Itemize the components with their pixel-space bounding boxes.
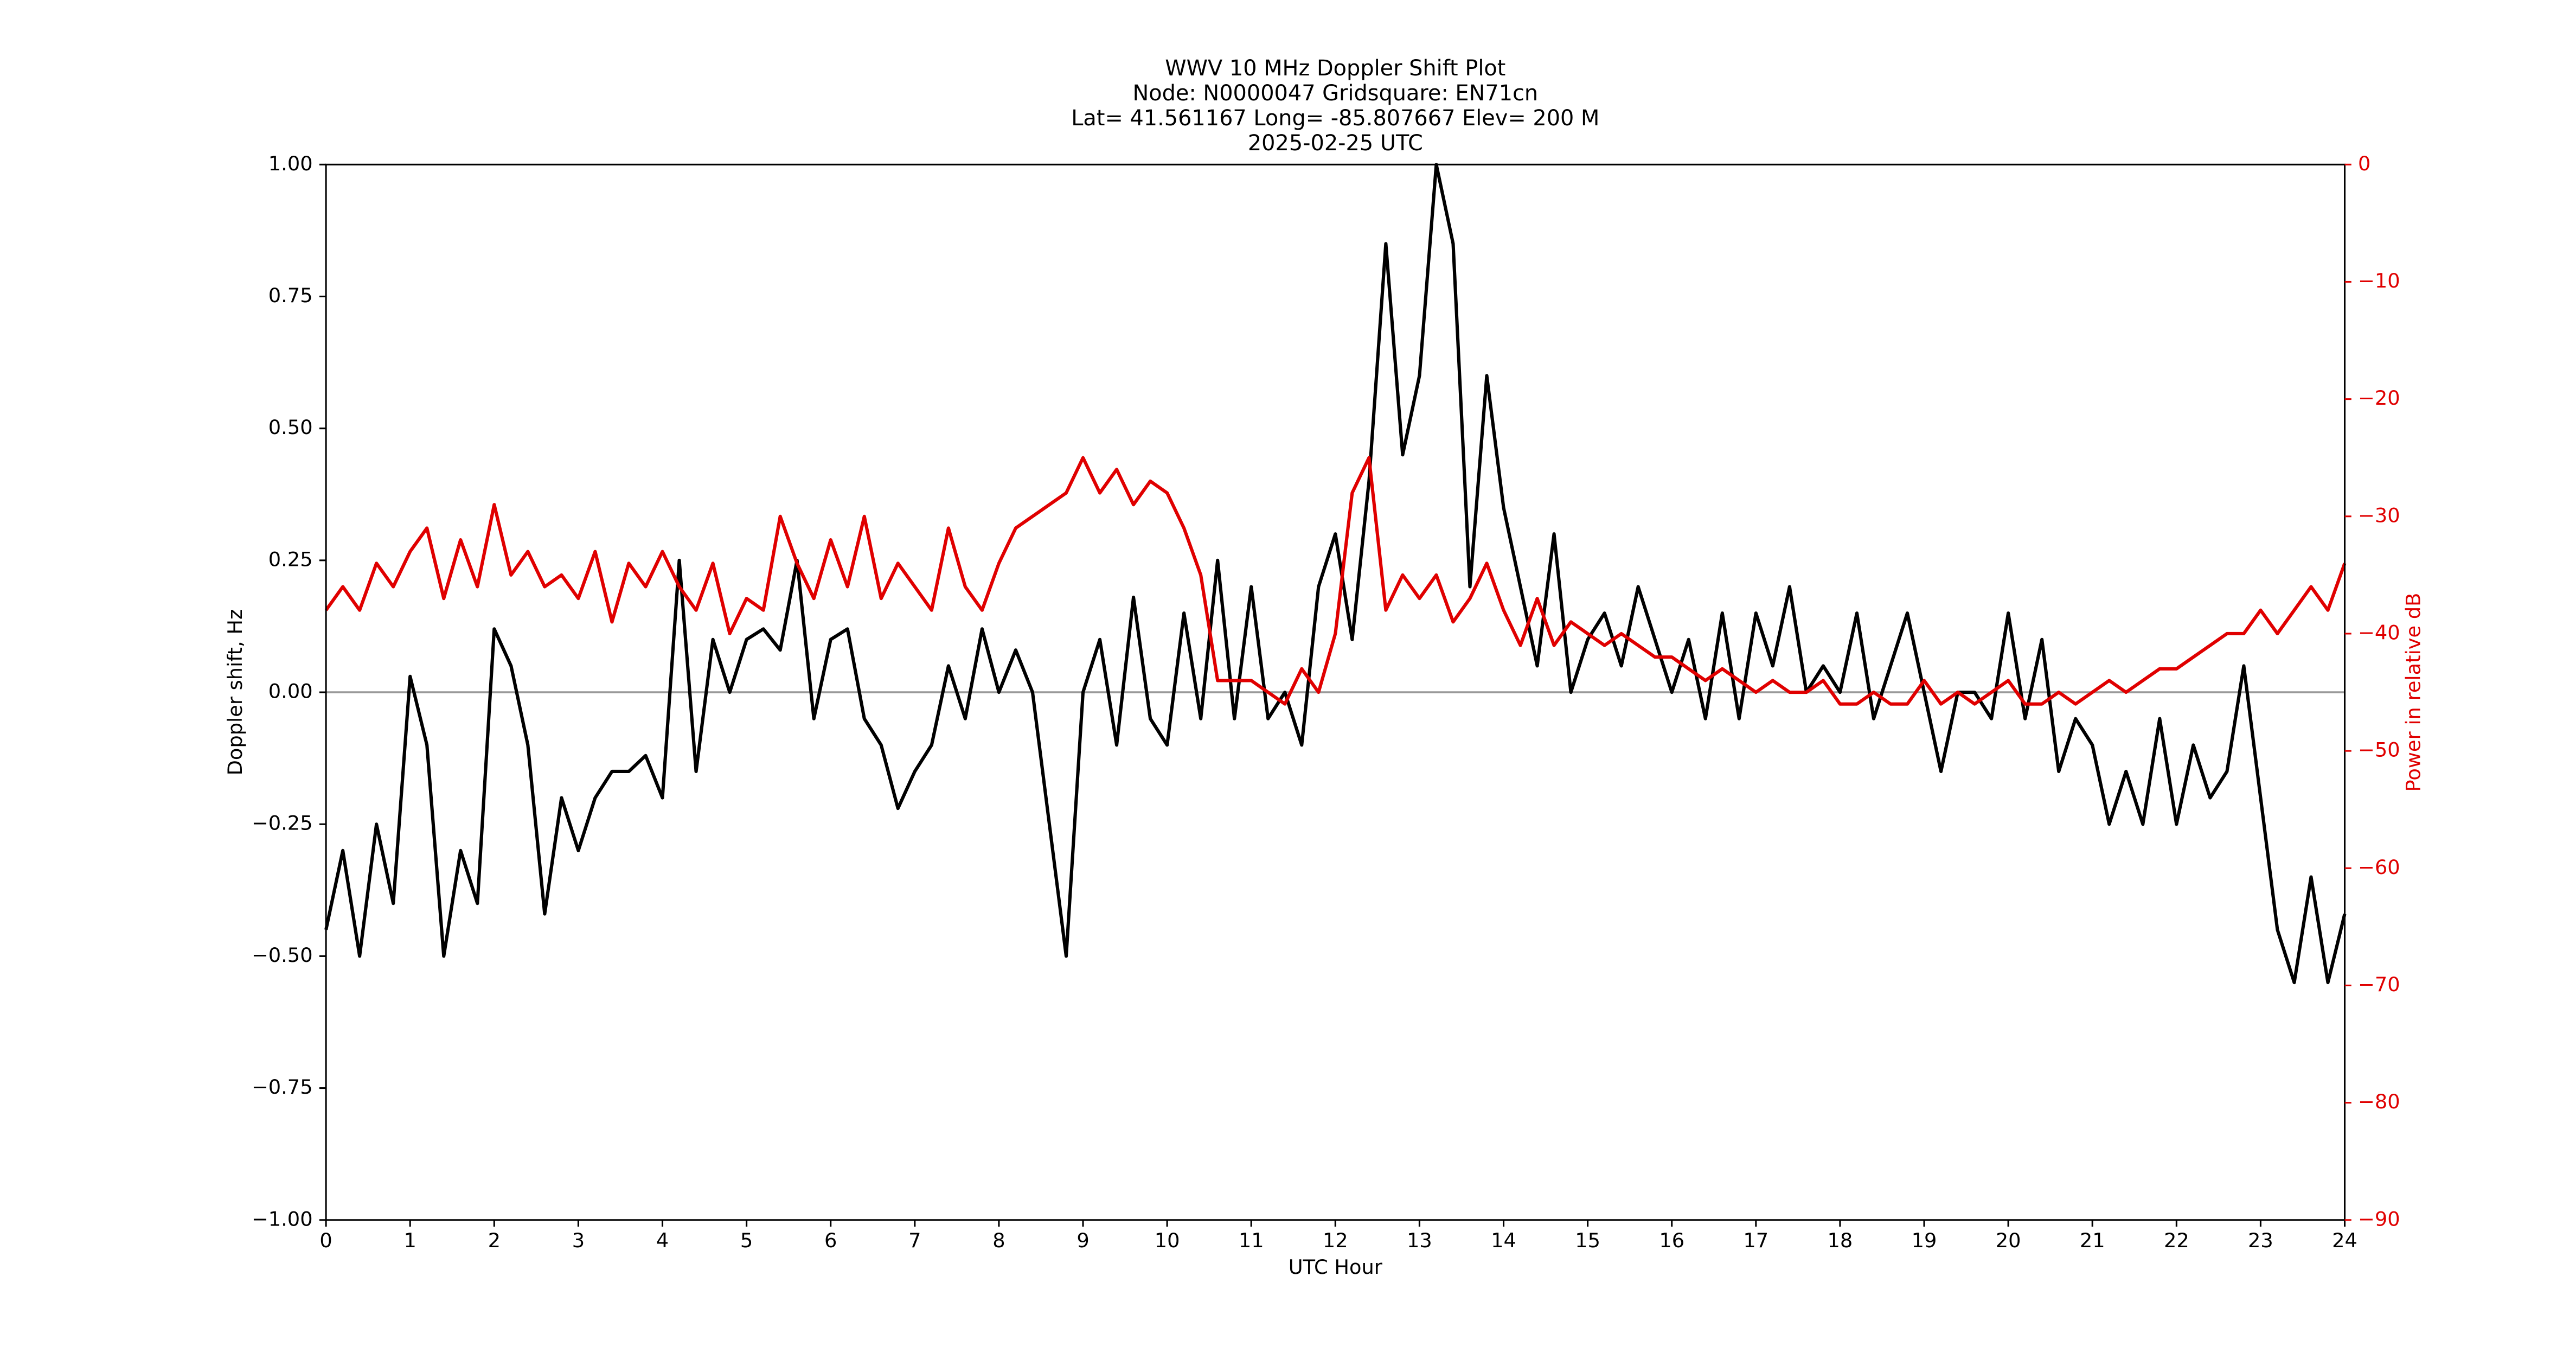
x-tick-label: 10 <box>1155 1229 1180 1252</box>
x-tick-label: 20 <box>1996 1229 2021 1252</box>
x-tick-label: 13 <box>1407 1229 1432 1252</box>
x-tick-label: 0 <box>319 1229 332 1252</box>
y2-axis-label: Power in relative dB <box>2402 593 2425 792</box>
x-tick-label: 7 <box>908 1229 921 1252</box>
y2-tick-label: 0 <box>2358 152 2370 175</box>
y-tick-label: 1.00 <box>268 152 313 175</box>
plot-frame <box>325 163 2346 1221</box>
x-tick-label: 4 <box>656 1229 669 1252</box>
y2-tick-label: −90 <box>2358 1207 2400 1230</box>
chart-title: Lat= 41.561167 Long= -85.807667 Elev= 20… <box>1071 106 1599 131</box>
y-tick-label: −0.75 <box>252 1075 313 1099</box>
series-line <box>324 456 2347 706</box>
x-tick-label: 14 <box>1491 1229 1516 1252</box>
x-tick-label: 16 <box>1659 1229 1684 1252</box>
x-tick-label: 3 <box>572 1229 585 1252</box>
x-tick-label: 9 <box>1076 1229 1089 1252</box>
y2-tick-label: −50 <box>2358 738 2400 762</box>
y2-tick-label: −80 <box>2358 1090 2400 1113</box>
y2-tick-label: −30 <box>2358 503 2400 527</box>
y2-tick-label: −20 <box>2358 386 2400 410</box>
chart-title: 2025-02-25 UTC <box>1248 131 1423 156</box>
x-tick-label: 8 <box>992 1229 1005 1252</box>
y2-tick-label: −70 <box>2358 973 2400 996</box>
y-tick-label: 0.25 <box>268 547 313 571</box>
x-tick-label: 21 <box>2080 1229 2105 1252</box>
x-tick-label: 22 <box>2164 1229 2189 1252</box>
x-tick-label: 2 <box>488 1229 501 1252</box>
x-tick-label: 19 <box>1912 1229 1937 1252</box>
chart-title: WWV 10 MHz Doppler Shift Plot <box>1165 56 1505 81</box>
series-line <box>324 163 2347 985</box>
x-tick-label: 15 <box>1575 1229 1600 1252</box>
y2-tick-label: −40 <box>2358 621 2400 644</box>
x-tick-label: 11 <box>1239 1229 1264 1252</box>
y-tick-label: −0.50 <box>252 943 313 967</box>
x-tick-label: 1 <box>404 1229 416 1252</box>
y2-tick-label: −10 <box>2358 269 2400 292</box>
y-tick-label: 0.75 <box>268 284 313 307</box>
x-tick-label: 17 <box>1743 1229 1768 1252</box>
y-axis-label: Doppler shift, Hz <box>223 609 247 776</box>
x-tick-label: 18 <box>1828 1229 1853 1252</box>
x-tick-label: 12 <box>1323 1229 1348 1252</box>
y2-tick-label: −60 <box>2358 856 2400 879</box>
y-tick-label: 0.50 <box>268 416 313 439</box>
x-axis-label: UTC Hour <box>1289 1255 1383 1279</box>
y-tick-label: −0.25 <box>252 812 313 835</box>
chart-title: Node: N0000047 Gridsquare: EN71cn <box>1132 81 1538 106</box>
x-tick-label: 6 <box>824 1229 837 1252</box>
y-tick-label: 0.00 <box>268 680 313 703</box>
x-tick-label: 23 <box>2248 1229 2273 1252</box>
y-tick-label: −1.00 <box>252 1207 313 1230</box>
x-tick-label: 5 <box>740 1229 753 1252</box>
x-tick-label: 24 <box>2332 1229 2357 1252</box>
